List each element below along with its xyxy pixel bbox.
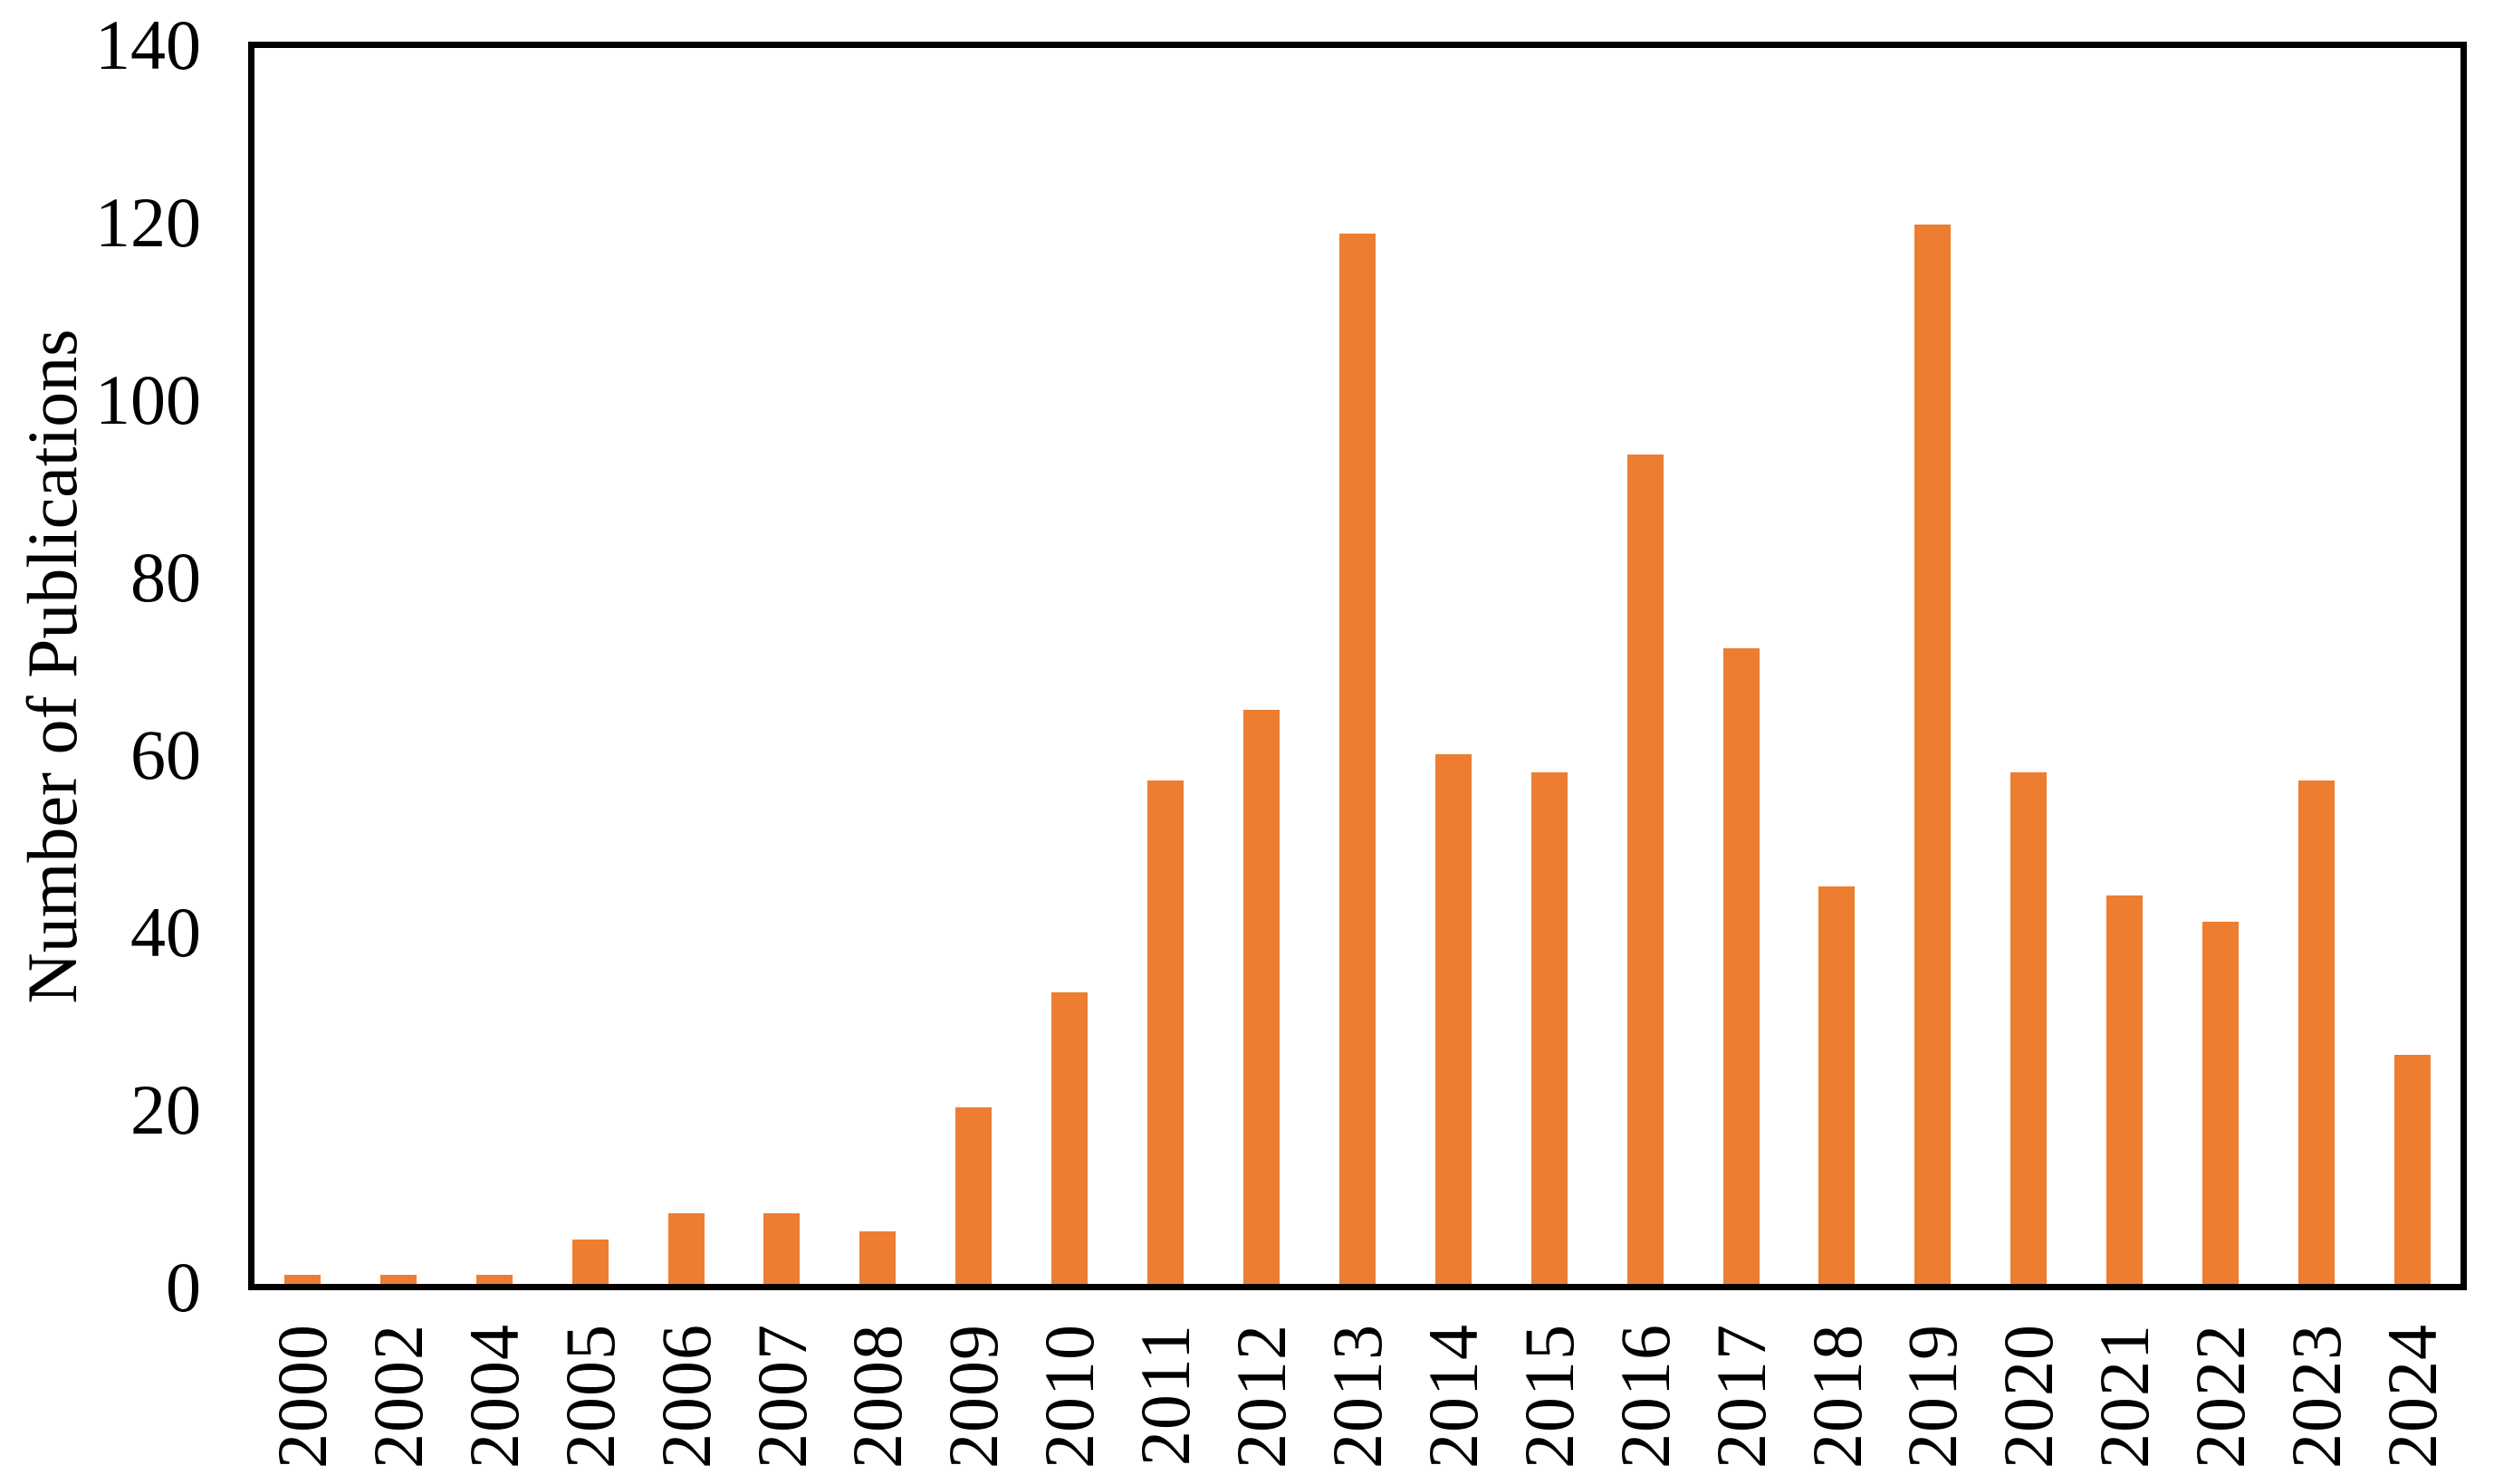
x-tick-label: 2008 <box>838 1324 917 1469</box>
y-tick-label: 40 <box>130 892 201 972</box>
bar-2020 <box>2010 771 2048 1284</box>
x-tick-label: 2012 <box>1222 1324 1301 1469</box>
bar-slot <box>1981 48 2077 1284</box>
bar-slot <box>1693 48 1789 1284</box>
bar-2006 <box>667 1213 705 1284</box>
bar-slot <box>638 48 734 1284</box>
bar-2011 <box>1147 780 1185 1284</box>
x-tick-label: 2015 <box>1509 1324 1588 1469</box>
x-tick-label: 2021 <box>2085 1324 2164 1469</box>
x-tick-label: 2020 <box>1989 1324 2068 1469</box>
bar-2024 <box>2393 1054 2431 1284</box>
bar-2009 <box>955 1107 993 1284</box>
bar-slot <box>350 48 446 1284</box>
bar-2010 <box>1051 992 1089 1284</box>
y-tick-label: 20 <box>130 1069 201 1149</box>
x-tick-label: 2011 <box>1126 1324 1205 1467</box>
bar-2014 <box>1434 754 1472 1284</box>
bars-container <box>254 48 2460 1284</box>
bar-2013 <box>1338 233 1376 1284</box>
bar-2005 <box>571 1240 609 1284</box>
bar-2000 <box>283 1275 321 1284</box>
x-tick-label: 2024 <box>2373 1324 2452 1469</box>
x-tick-label: 2022 <box>2181 1324 2260 1469</box>
bar-slot <box>1118 48 1213 1284</box>
bar-2002 <box>379 1275 417 1284</box>
bar-2004 <box>475 1275 513 1284</box>
x-tick-label: 2004 <box>454 1324 533 1469</box>
y-tick-label: 80 <box>130 537 201 617</box>
bar-2007 <box>763 1213 801 1284</box>
x-tick-label: 2016 <box>1605 1324 1684 1469</box>
bar-slot <box>542 48 638 1284</box>
x-tick-label: 2014 <box>1413 1324 1492 1469</box>
bar-slot <box>254 48 350 1284</box>
x-tick-label: 2010 <box>1030 1324 1109 1469</box>
bar-slot <box>1885 48 1981 1284</box>
x-tick-label: 2002 <box>358 1324 437 1469</box>
x-tick-label: 2023 <box>2277 1324 2356 1469</box>
bar-slot <box>2269 48 2365 1284</box>
bar-slot <box>1022 48 1118 1284</box>
bar-2022 <box>2202 922 2240 1284</box>
bar-2008 <box>859 1230 897 1284</box>
bar-slot <box>446 48 542 1284</box>
x-tick-label: 2019 <box>1893 1324 1972 1469</box>
bar-slot <box>1789 48 1885 1284</box>
x-tick-label: 2006 <box>646 1324 725 1469</box>
x-tick-label: 2013 <box>1318 1324 1396 1469</box>
y-tick-label: 0 <box>166 1247 201 1326</box>
x-tick-label: 2000 <box>262 1324 341 1469</box>
bar-slot <box>1405 48 1501 1284</box>
plot-area <box>248 42 2467 1290</box>
x-tick-label: 2007 <box>742 1324 821 1469</box>
bar-slot <box>2365 48 2460 1284</box>
bar-slot <box>734 48 830 1284</box>
bar-slot <box>2077 48 2173 1284</box>
bar-slot <box>2173 48 2269 1284</box>
y-tick-label: 120 <box>95 182 201 262</box>
bar-slot <box>1501 48 1597 1284</box>
bar-2015 <box>1530 771 1568 1284</box>
x-tick-label: 2005 <box>550 1324 629 1469</box>
bar-2018 <box>1818 886 1856 1284</box>
x-tick-label: 2009 <box>934 1324 1013 1469</box>
bar-2019 <box>1914 225 1952 1284</box>
bar-2012 <box>1243 710 1281 1284</box>
bar-slot <box>926 48 1022 1284</box>
y-tick-label: 100 <box>95 359 201 439</box>
bar-2021 <box>2106 895 2144 1284</box>
y-tick-label: 60 <box>130 714 201 794</box>
bar-slot <box>1213 48 1309 1284</box>
x-tick-label: 2018 <box>1797 1324 1876 1469</box>
bar-slot <box>1597 48 1693 1284</box>
bar-slot <box>830 48 926 1284</box>
y-tick-label: 140 <box>95 5 201 84</box>
x-tick-label: 2017 <box>1701 1324 1780 1469</box>
bar-2016 <box>1626 454 1664 1284</box>
bar-2017 <box>1722 648 1760 1284</box>
bar-slot <box>1309 48 1405 1284</box>
bar-2023 <box>2297 780 2335 1284</box>
